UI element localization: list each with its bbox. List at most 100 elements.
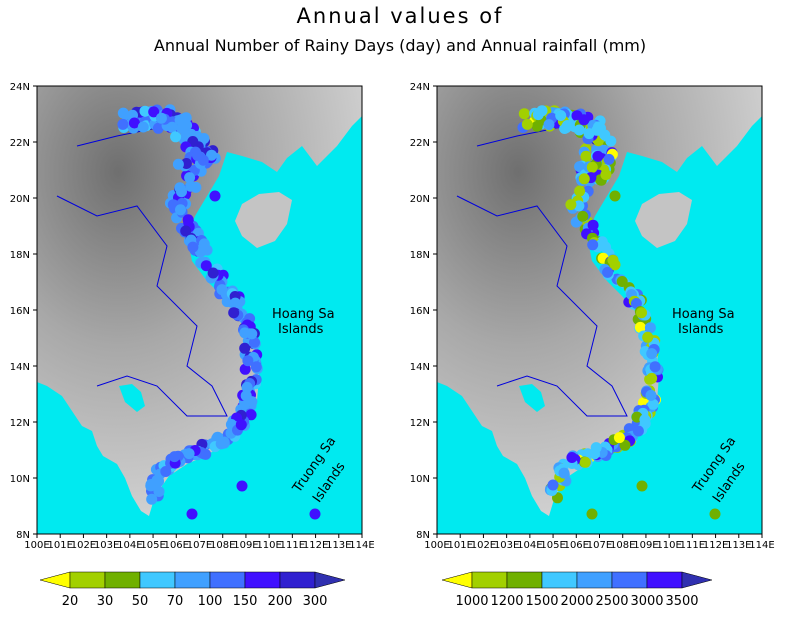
station-dot <box>583 128 595 140</box>
station-dot <box>249 336 260 348</box>
island-station-dot <box>709 508 721 520</box>
station-dot <box>172 158 184 170</box>
station-dot <box>644 322 656 334</box>
colorbar-label: 1200 <box>490 594 523 609</box>
lat-tick-label: 14N <box>410 362 430 373</box>
station-dot <box>198 238 210 250</box>
station-dot <box>578 114 590 126</box>
lon-tick-label: 107E <box>587 540 612 551</box>
station-dot <box>639 414 651 426</box>
colorbar-segment <box>174 571 211 589</box>
colorbar-segment <box>611 571 648 589</box>
station-dot <box>647 398 659 410</box>
station-dot <box>607 254 619 266</box>
station-dot <box>574 161 586 173</box>
station-dots-rainy-days <box>117 104 321 520</box>
station-dot <box>574 185 586 197</box>
lon-tick-label: 109E <box>233 540 258 551</box>
colorbar-label: 200 <box>268 594 293 609</box>
station-dot <box>155 112 167 124</box>
station-dot <box>239 363 251 375</box>
station-dot <box>242 355 254 367</box>
station-dot <box>182 214 194 226</box>
colorbar-high-arrow <box>314 571 346 589</box>
lon-tick-label: 109E <box>633 540 658 551</box>
station-dot <box>146 493 158 505</box>
station-dot <box>145 480 157 492</box>
lat-tick-label: 20N <box>10 194 30 205</box>
station-dot <box>579 456 591 468</box>
station-dot <box>239 342 251 354</box>
lon-tick-label: 100E <box>24 540 49 551</box>
station-dots-rainfall <box>517 105 721 520</box>
lon-tick-label: 110E <box>656 540 681 551</box>
lon-tick-label: 107E <box>187 540 212 551</box>
lon-tick-label: 112E <box>703 540 728 551</box>
station-dot <box>174 114 186 126</box>
lon-tick-label: 114E <box>749 540 774 551</box>
station-dot <box>642 331 654 343</box>
station-dot <box>197 154 209 166</box>
station-dot <box>558 467 570 479</box>
station-dot <box>649 361 661 373</box>
station-dot <box>235 419 247 431</box>
island-station-dot <box>586 508 598 520</box>
station-dot <box>518 108 530 120</box>
station-dot <box>148 106 160 118</box>
label-hoang-sa-islands: Islands <box>278 322 324 337</box>
station-dot <box>521 118 533 130</box>
colorbar-low-arrow <box>441 571 473 589</box>
lon-tick-label: 112E <box>303 540 328 551</box>
station-dot <box>117 107 129 119</box>
station-dot <box>582 448 594 460</box>
station-dot <box>176 123 188 134</box>
station-dot <box>587 219 599 231</box>
colorbar-label: 1000 <box>455 594 488 609</box>
lat-tick-label: 10N <box>410 474 430 485</box>
station-dot <box>543 119 555 131</box>
station-dot <box>555 110 567 121</box>
station-dot <box>207 267 219 279</box>
colorbar-rainfall: 1000 1200 1500 2000 2500 3000 3500 <box>441 571 713 609</box>
station-dot <box>566 452 578 463</box>
station-dot <box>636 307 647 319</box>
station-dot <box>240 390 252 402</box>
lon-tick-label: 113E <box>326 540 351 551</box>
lat-tick-label: 24N <box>10 82 30 93</box>
station-dot <box>117 118 129 130</box>
lon-tick-label: 104E <box>517 540 542 551</box>
lon-tick-label: 106E <box>564 540 589 551</box>
station-dot <box>577 210 589 222</box>
lon-tick-label: 101E <box>448 540 473 551</box>
colorbar-segment <box>104 571 141 589</box>
lon-tick-label: 111E <box>680 540 705 551</box>
station-dot <box>586 161 598 173</box>
island-station-dot <box>609 190 621 202</box>
colorbar-segment <box>69 571 106 589</box>
lon-tick-label: 101E <box>48 540 73 551</box>
station-dot <box>532 109 544 121</box>
colorbar-label: 300 <box>303 594 328 609</box>
lon-tick-label: 106E <box>164 540 189 551</box>
lat-tick-label: 16N <box>410 306 430 317</box>
colorbar-label: 1500 <box>525 594 558 609</box>
station-dot <box>174 182 186 194</box>
station-dot <box>600 169 612 181</box>
label-hoang-sa-islands: Islands <box>678 322 724 337</box>
colorbar-label: 20 <box>62 594 79 609</box>
colorbar-label: 150 <box>233 594 258 609</box>
lon-tick-label: 105E <box>540 540 565 551</box>
country-border <box>456 195 628 417</box>
lon-tick-label: 103E <box>494 540 519 551</box>
axis-ticks-right: 24N22N20N18N16N14N12N10N8N100E101E102E10… <box>410 82 775 551</box>
colorbar-low-arrow <box>39 571 71 589</box>
colorbar-segment <box>541 571 578 589</box>
station-dot <box>565 199 577 211</box>
station-dot <box>180 158 192 169</box>
station-dot <box>603 153 615 165</box>
station-dot <box>632 425 644 437</box>
station-dot <box>646 372 658 384</box>
station-dot <box>160 466 172 477</box>
station-dot <box>580 150 592 162</box>
